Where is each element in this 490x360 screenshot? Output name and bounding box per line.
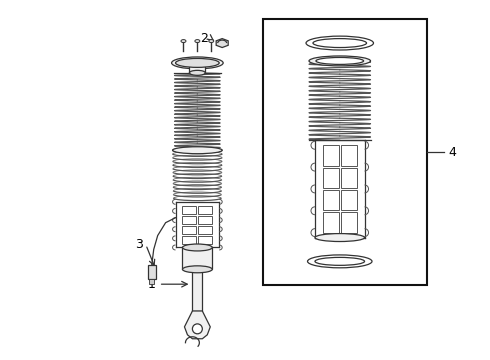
- Ellipse shape: [172, 147, 222, 154]
- Bar: [182, 226, 196, 234]
- Bar: [341, 190, 357, 210]
- Bar: [182, 247, 212, 269]
- Ellipse shape: [315, 234, 365, 242]
- Ellipse shape: [190, 70, 205, 75]
- Ellipse shape: [313, 39, 367, 48]
- Bar: [198, 216, 212, 224]
- Bar: [263, 19, 427, 285]
- Ellipse shape: [316, 58, 364, 64]
- Ellipse shape: [209, 40, 214, 42]
- Bar: [193, 269, 202, 311]
- Bar: [198, 235, 212, 243]
- Ellipse shape: [308, 255, 372, 268]
- Bar: [182, 206, 196, 214]
- Bar: [323, 168, 339, 188]
- Ellipse shape: [306, 36, 373, 50]
- Ellipse shape: [195, 40, 200, 42]
- Bar: [323, 190, 339, 210]
- Bar: [182, 216, 196, 224]
- Bar: [198, 226, 212, 234]
- Text: 1: 1: [148, 278, 156, 291]
- Ellipse shape: [181, 40, 186, 42]
- Bar: [323, 212, 339, 233]
- Ellipse shape: [175, 58, 219, 67]
- Polygon shape: [184, 311, 210, 339]
- Ellipse shape: [182, 244, 212, 251]
- Bar: [148, 265, 156, 279]
- Polygon shape: [216, 39, 228, 48]
- Bar: [323, 145, 339, 166]
- Text: 2: 2: [200, 32, 208, 45]
- Bar: [149, 279, 154, 284]
- Bar: [341, 145, 357, 166]
- Text: 3: 3: [135, 238, 143, 251]
- Ellipse shape: [315, 257, 365, 265]
- Bar: [190, 63, 205, 73]
- Ellipse shape: [182, 266, 212, 273]
- Bar: [198, 206, 212, 214]
- Ellipse shape: [309, 56, 370, 66]
- Ellipse shape: [172, 57, 223, 69]
- Bar: [341, 168, 357, 188]
- Bar: [341, 212, 357, 233]
- Bar: [182, 235, 196, 243]
- Text: 4: 4: [448, 146, 456, 159]
- Circle shape: [193, 324, 202, 334]
